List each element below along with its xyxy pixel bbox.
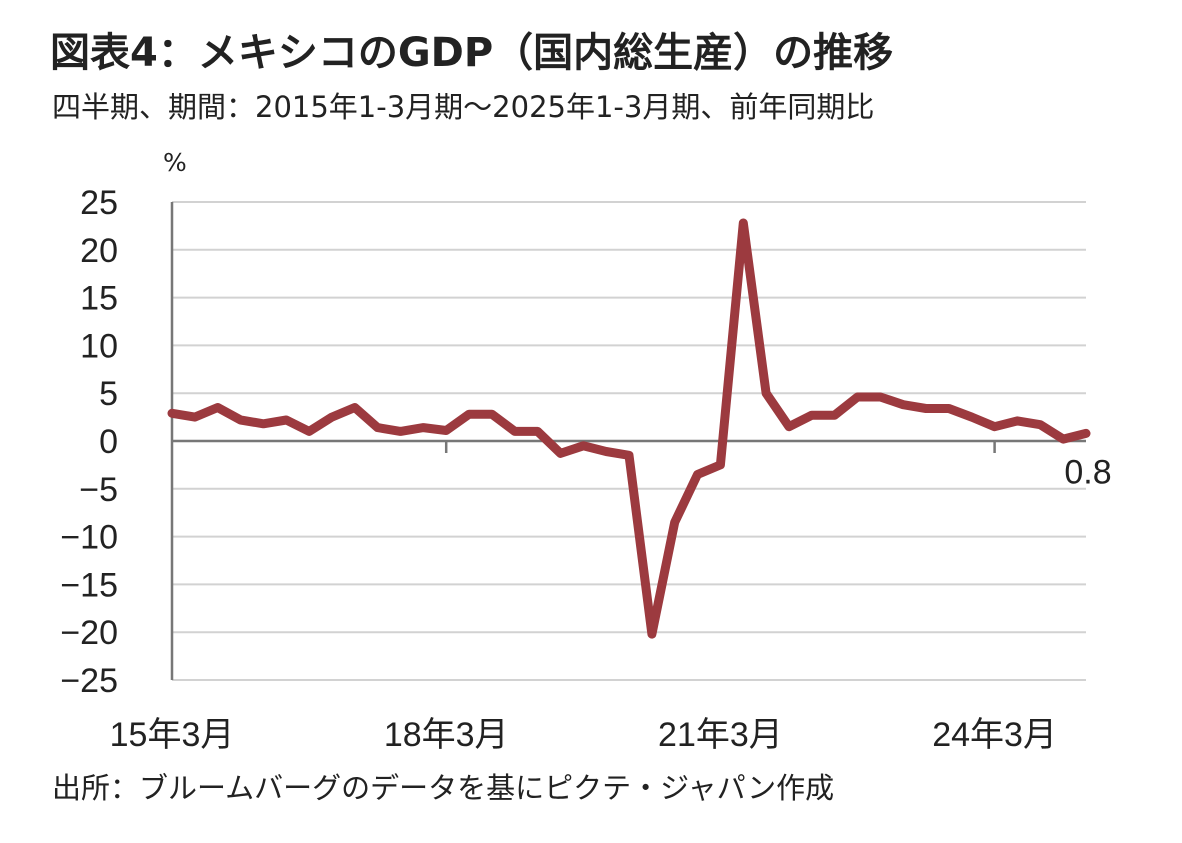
chart-subtitle: 四半期、期間：2015年1-3月期～2025年1-3月期、前年同期比: [52, 90, 875, 124]
y-tick-label: 20: [80, 232, 118, 270]
chart-title: 図表4：メキシコのGDP（国内総生産）の推移: [50, 30, 894, 76]
last-value-label: 0.8: [1064, 453, 1111, 491]
x-axis-tick-labels: 15年3月 18年3月 21年3月 24年3月: [110, 716, 1057, 754]
x-tick-label: 15年3月: [110, 716, 235, 754]
line-chart: 25 20 15 10 5 0 −5 −10 −15 −20 −25 15年3月 18年3月 21年3月…: [60, 184, 1111, 754]
x-tick-label: 21年3月: [658, 716, 783, 754]
data-series: [167, 218, 1091, 639]
y-tick-label: 5: [99, 375, 118, 413]
y-axis-unit: %: [163, 148, 187, 177]
y-tick-label: −5: [79, 471, 118, 509]
source-note: 出所：ブルームバーグのデータを基にピクテ・ジャパン作成: [52, 771, 835, 805]
y-tick-label: 25: [80, 184, 118, 222]
y-tick-label: 15: [80, 280, 118, 318]
y-axis-tick-labels: 25 20 15 10 5 0 −5 −10 −15 −20 −25: [60, 184, 118, 700]
y-tick-label: −15: [60, 566, 118, 604]
annotations: 0.8: [1064, 453, 1111, 491]
axes: [170, 202, 1086, 680]
grid-lines: [172, 201, 1086, 681]
y-tick-label: 10: [80, 327, 118, 365]
y-tick-label: −25: [60, 662, 118, 700]
y-tick-label: 0: [99, 423, 118, 461]
gdp-line: [167, 218, 1091, 639]
y-tick-label: −20: [60, 614, 118, 652]
y-tick-label: −10: [60, 519, 118, 557]
x-tick-label: 24年3月: [932, 716, 1057, 754]
x-tick-label: 18年3月: [384, 716, 509, 754]
